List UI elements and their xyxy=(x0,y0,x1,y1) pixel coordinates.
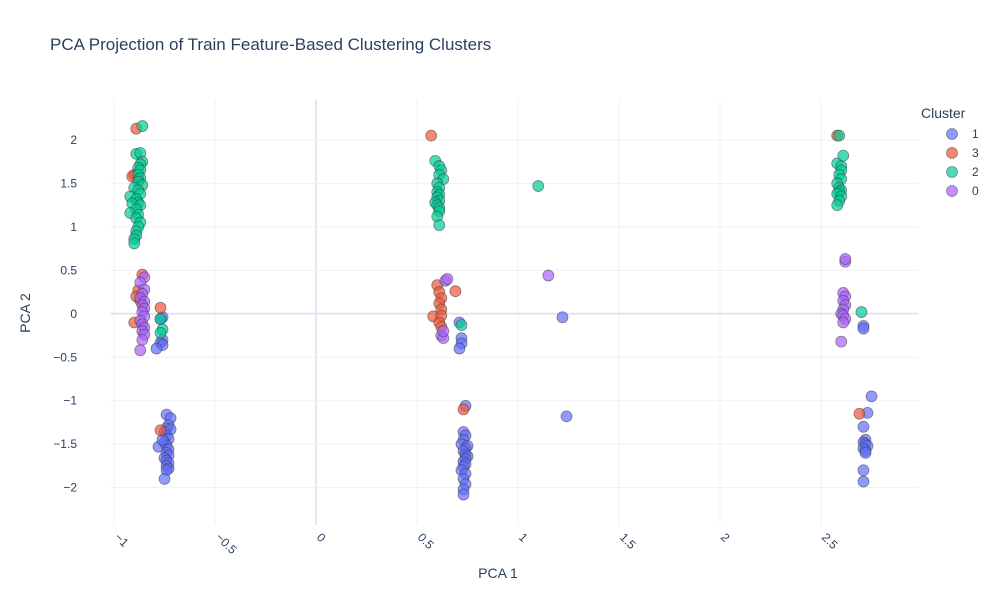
y-tick-label: 0.5 xyxy=(60,263,77,277)
x-tick-label: −1 xyxy=(112,530,132,550)
legend: Cluster 1 3 2 0 xyxy=(921,105,979,198)
data-point-cluster-1[interactable] xyxy=(857,464,870,477)
x-tick-label: 1.5 xyxy=(617,530,639,552)
legend-marker[interactable] xyxy=(946,147,958,159)
data-point-cluster-0[interactable] xyxy=(837,316,850,329)
data-point-cluster-3[interactable] xyxy=(154,301,167,314)
y-tick-label: 2 xyxy=(70,133,77,147)
data-point-cluster-3[interactable] xyxy=(853,407,866,420)
x-tick-label: 2.5 xyxy=(819,530,841,552)
data-point-cluster-2[interactable] xyxy=(532,180,545,192)
legend-label[interactable]: 0 xyxy=(972,184,979,198)
data-point-cluster-1[interactable] xyxy=(560,410,573,423)
grid-layer xyxy=(110,100,918,525)
ticks-layer: −1 −0.5 0 0.5 1 1.5 2 2.5 −2 −1.5 −1 −0.5 0 0.5 1 1.5 2 xyxy=(53,133,841,557)
y-tick-label: 0 xyxy=(70,307,77,321)
data-point-cluster-0[interactable] xyxy=(839,253,852,265)
data-point-cluster-3[interactable] xyxy=(457,403,470,416)
data-point-cluster-2[interactable] xyxy=(455,319,468,332)
legend-marker[interactable] xyxy=(946,166,958,178)
data-point-cluster-2[interactable] xyxy=(833,129,846,142)
legend-marker[interactable] xyxy=(946,185,958,197)
y-tick-label: 1 xyxy=(70,220,77,234)
chart-title: PCA Projection of Train Feature-Based Cl… xyxy=(50,35,491,54)
data-point-cluster-1[interactable] xyxy=(857,475,870,488)
x-tick-label: 1 xyxy=(516,530,531,545)
y-tick-label: −0.5 xyxy=(53,350,77,364)
legend-title: Cluster xyxy=(921,105,966,121)
data-point-cluster-1[interactable] xyxy=(865,390,878,403)
data-point-cluster-2[interactable] xyxy=(136,120,149,132)
y-axis-title: PCA 2 xyxy=(17,293,33,333)
x-axis-title: PCA 1 xyxy=(478,565,518,581)
x-tick-label: 0 xyxy=(314,530,329,545)
data-point-cluster-2[interactable] xyxy=(154,327,167,339)
x-tick-label: 2 xyxy=(718,530,733,545)
y-tick-label: 1.5 xyxy=(60,176,77,190)
data-point-cluster-2[interactable] xyxy=(831,199,844,212)
data-point-cluster-1[interactable] xyxy=(150,342,163,355)
x-tick-label: 0.5 xyxy=(415,530,437,552)
legend-label[interactable]: 3 xyxy=(972,146,979,160)
data-point-cluster-0[interactable] xyxy=(136,333,149,346)
data-point-cluster-0[interactable] xyxy=(835,335,848,348)
x-tick-label: −0.5 xyxy=(213,530,240,557)
points-layer xyxy=(124,120,878,501)
y-tick-label: −2 xyxy=(63,481,77,495)
data-point-cluster-2[interactable] xyxy=(154,313,167,325)
data-point-cluster-1[interactable] xyxy=(453,342,466,355)
data-point-cluster-2[interactable] xyxy=(128,237,141,250)
data-point-cluster-3[interactable] xyxy=(425,129,438,142)
data-point-cluster-1[interactable] xyxy=(158,473,171,485)
data-point-cluster-1[interactable] xyxy=(859,446,872,459)
y-tick-label: −1 xyxy=(63,394,77,408)
legend-marker[interactable] xyxy=(946,128,958,140)
data-point-cluster-1[interactable] xyxy=(156,433,169,446)
data-point-cluster-1[interactable] xyxy=(857,322,870,335)
data-point-cluster-2[interactable] xyxy=(855,306,868,318)
data-point-cluster-1[interactable] xyxy=(556,311,569,324)
data-point-cluster-0[interactable] xyxy=(441,273,454,285)
y-tick-label: −1.5 xyxy=(53,437,77,451)
legend-label[interactable]: 2 xyxy=(972,165,979,179)
legend-label[interactable]: 1 xyxy=(972,127,979,141)
data-point-cluster-3[interactable] xyxy=(154,424,167,437)
data-point-cluster-2[interactable] xyxy=(837,149,850,162)
data-point-cluster-0[interactable] xyxy=(437,325,450,338)
data-point-cluster-0[interactable] xyxy=(134,344,147,357)
data-point-cluster-2[interactable] xyxy=(433,219,446,232)
data-point-cluster-3[interactable] xyxy=(449,285,462,298)
data-point-cluster-1[interactable] xyxy=(857,420,870,433)
data-point-cluster-0[interactable] xyxy=(542,269,555,282)
data-point-cluster-1[interactable] xyxy=(457,488,470,501)
